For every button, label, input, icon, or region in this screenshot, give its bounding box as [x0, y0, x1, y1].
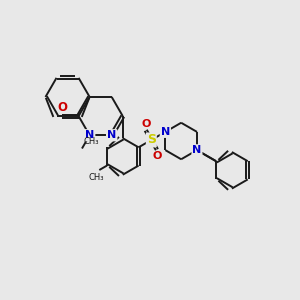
- Text: CH₃: CH₃: [89, 173, 104, 182]
- Text: N: N: [107, 130, 116, 140]
- Text: O: O: [141, 119, 150, 129]
- Text: S: S: [147, 134, 156, 146]
- Text: N: N: [161, 127, 170, 137]
- Text: O: O: [57, 101, 68, 114]
- Text: CH₃: CH₃: [83, 137, 99, 146]
- Text: N: N: [192, 145, 202, 155]
- Text: O: O: [152, 151, 162, 161]
- Text: N: N: [85, 130, 94, 140]
- Text: N: N: [161, 127, 170, 137]
